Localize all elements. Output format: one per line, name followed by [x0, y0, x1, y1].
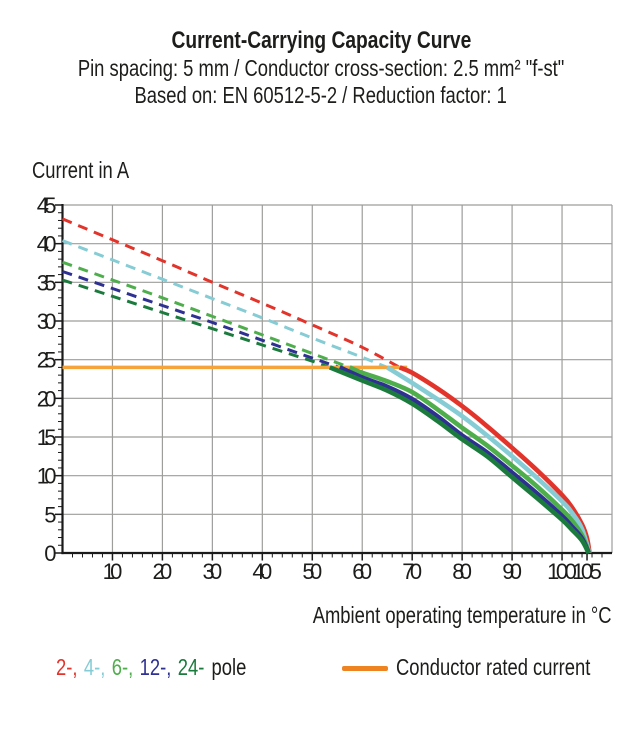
- page-title-row: Current-Carrying Capacity Curve: [0, 27, 642, 55]
- x-tick-label: 90: [502, 559, 522, 584]
- x-tick-label: 20: [153, 559, 173, 584]
- x-tick-label: 105: [572, 559, 602, 584]
- x-tick-label: 30: [203, 559, 223, 584]
- y-tick-label: 25: [37, 348, 57, 373]
- curve-6-pole-dashed: [61, 260, 351, 369]
- y-tick-label: 45: [37, 193, 57, 218]
- legend-pole-6: 6-,: [111, 654, 134, 680]
- axes: [61, 204, 612, 555]
- rated-current-legend: Conductor rated current: [396, 654, 639, 681]
- y-tick-label: 35: [37, 270, 57, 295]
- y-tick-label: 0: [44, 541, 56, 566]
- legend-pole-2: 2-,: [56, 654, 78, 680]
- legend-pole-24: 24-: [177, 654, 205, 680]
- curve-4-pole-dashed: [61, 239, 388, 369]
- y-tick-label: 5: [44, 502, 56, 527]
- y-tick-labels: 0 5 10 15 20 25 30 35 40 45: [37, 193, 57, 566]
- axis-ticks: [55, 204, 603, 561]
- rated-current-label: Conductor rated current: [396, 654, 591, 680]
- chart-title: Current-Carrying Capacity Curve: [171, 27, 471, 54]
- x-tick-label: 10: [103, 559, 123, 584]
- curve-24-pole-solid: [328, 365, 591, 555]
- curve-12-pole-dashed: [62, 270, 341, 369]
- curve-24-pole-dashed: [62, 278, 331, 369]
- x-axis-title-row: Ambient operating temperature in °C: [0, 602, 612, 629]
- y-tick-label: 20: [37, 386, 57, 411]
- x-tick-label: 80: [452, 559, 472, 584]
- series-dashed-curves: [61, 217, 401, 369]
- x-tick-label: 50: [302, 559, 322, 584]
- grid-lines: [62, 204, 613, 553]
- y-axis-title-row: Current in A: [32, 157, 153, 184]
- x-tick-label: 70: [402, 559, 422, 584]
- y-tick-label: 30: [37, 309, 57, 334]
- curve-4-pole-solid: [385, 365, 592, 554]
- subtitle-basis-row: Based on: EN 60512-5-2 / Reduction facto…: [0, 82, 642, 109]
- subtitle-spec-row: Pin spacing: 5 mm / Conductor cross-sect…: [0, 55, 642, 82]
- x-axis-title: Ambient operating temperature in °C: [313, 602, 612, 628]
- pole-legend: 2-, 4-, 6-, 12-, 24- pole: [56, 654, 294, 681]
- x-tick-label: 60: [352, 559, 372, 584]
- y-axis-title: Current in A: [32, 157, 130, 183]
- curve-6-pole-solid: [348, 365, 592, 554]
- legend-pole-12: 12-,: [139, 654, 172, 680]
- curve-12-pole-solid: [338, 365, 591, 555]
- chart-subtitle-basis: Based on: EN 60512-5-2 / Reduction facto…: [134, 82, 508, 108]
- legend-pole-4: 4-,: [83, 654, 106, 680]
- legend-pole-suffix: pole: [211, 654, 247, 680]
- series-solid-curves: [328, 365, 592, 555]
- y-tick-label: 15: [37, 425, 57, 450]
- x-tick-label: 40: [252, 559, 272, 584]
- curve-2-pole-dashed: [61, 217, 401, 369]
- chart-subtitle-spec: Pin spacing: 5 mm / Conductor cross-sect…: [77, 55, 565, 81]
- x-tick-label: 100: [547, 559, 577, 584]
- y-tick-label: 40: [37, 232, 57, 257]
- rated-current-line-swatch: [342, 666, 388, 671]
- y-tick-label: 10: [37, 464, 57, 489]
